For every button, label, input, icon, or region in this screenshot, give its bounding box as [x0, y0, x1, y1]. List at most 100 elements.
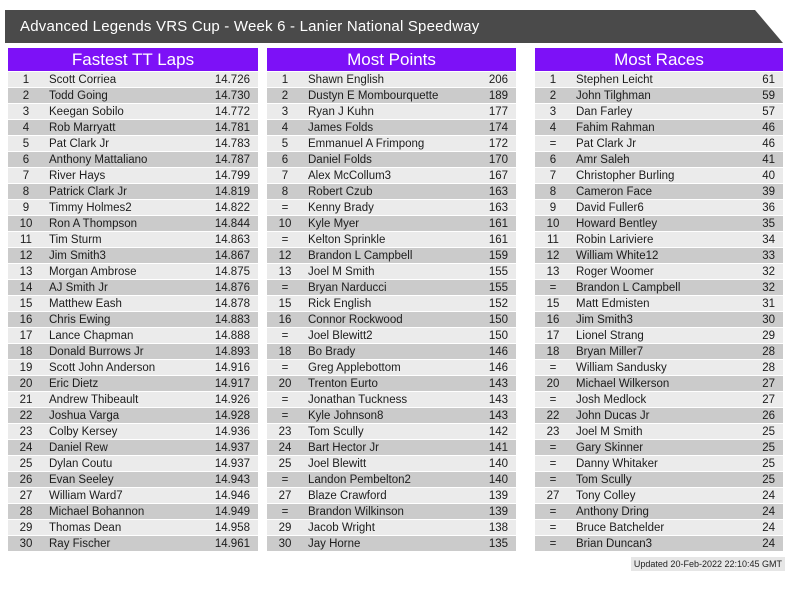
cell-value: 14.936 — [214, 425, 250, 438]
table-row: 12 Brandon L Campbell 159 — [267, 248, 516, 263]
cell-name: Brandon Wilkinson — [308, 505, 404, 518]
cell-name: Thomas Dean — [49, 521, 122, 534]
cell-name: Chris Ewing — [49, 313, 111, 326]
cell-value: 24 — [762, 537, 775, 550]
cell-value: 61 — [762, 73, 775, 86]
cell-value: 14.878 — [214, 297, 250, 310]
table-row: 8 Robert Czub 163 — [267, 184, 516, 199]
cell-name: Robert Czub — [308, 185, 373, 198]
cell-value: 24 — [762, 489, 775, 502]
cell-rank: 10 — [19, 217, 33, 230]
cell-rank: 13 — [19, 265, 33, 278]
cell-name: Evan Seeley — [49, 473, 114, 486]
table-row: 2 Todd Going 14.730 — [8, 88, 258, 103]
cell-rank: 22 — [19, 409, 33, 422]
table-row: 3 Dan Farley 57 — [535, 104, 783, 119]
cell-rank: 8 — [281, 185, 289, 198]
table-row: = Josh Medlock 27 — [535, 392, 783, 407]
table-row: = Joel Blewitt2 150 — [267, 328, 516, 343]
table-row: = Gary Skinner 25 — [535, 440, 783, 455]
cell-value: 170 — [488, 153, 508, 166]
cell-value: 14.943 — [214, 473, 250, 486]
cell-rank: 20 — [546, 377, 560, 390]
table-row: 25 Dylan Coutu 14.937 — [8, 456, 258, 471]
cell-value: 138 — [488, 521, 508, 534]
table-row: = Brandon Wilkinson 139 — [267, 504, 516, 519]
cell-name: James Folds — [308, 121, 374, 134]
cell-value: 32 — [762, 265, 775, 278]
cell-name: Kyle Johnson8 — [308, 409, 384, 422]
cell-value: 135 — [488, 537, 508, 550]
cell-rank: 9 — [549, 201, 557, 214]
cell-value: 140 — [488, 457, 508, 470]
cell-rank: 19 — [19, 361, 33, 374]
table-row: 22 John Ducas Jr 26 — [535, 408, 783, 423]
table-row: 6 Daniel Folds 170 — [267, 152, 516, 167]
cell-name: Michael Bohannon — [49, 505, 145, 518]
cell-value: 14.783 — [214, 137, 250, 150]
cell-value: 41 — [762, 153, 775, 166]
cell-name: Bo Brady — [308, 345, 356, 358]
cell-name: Ray Fischer — [49, 537, 111, 550]
cell-name: Rob Marryatt — [49, 121, 116, 134]
cell-value: 25 — [762, 425, 775, 438]
cell-value: 14.928 — [214, 409, 250, 422]
cell-value: 189 — [488, 89, 508, 102]
cell-name: Kenny Brady — [308, 201, 374, 214]
cell-name: Ryan J Kuhn — [308, 105, 374, 118]
cell-name: Alex McCollum3 — [308, 169, 392, 182]
cell-value: 14.893 — [214, 345, 250, 358]
cell-value: 161 — [488, 217, 508, 230]
cell-rank: 7 — [549, 169, 557, 182]
cell-rank: = — [549, 537, 557, 550]
cell-name: Ron A Thompson — [49, 217, 138, 230]
cell-name: Robin Lariviere — [576, 233, 654, 246]
cell-name: William White12 — [576, 249, 659, 262]
cell-name: Todd Going — [49, 89, 108, 102]
table-row: 20 Michael Wilkerson 27 — [535, 376, 783, 391]
cell-value: 59 — [762, 89, 775, 102]
cell-name: Dan Farley — [576, 105, 633, 118]
cell-rank: 3 — [22, 105, 30, 118]
cell-rank: 12 — [19, 249, 33, 262]
table-row: 23 Tom Scully 142 — [267, 424, 516, 439]
cell-rank: 7 — [281, 169, 289, 182]
cell-name: River Hays — [49, 169, 106, 182]
cell-name: Morgan Ambrose — [49, 265, 137, 278]
table-row: 24 Daniel Rew 14.937 — [8, 440, 258, 455]
cell-value: 36 — [762, 201, 775, 214]
cell-rank: = — [281, 409, 289, 422]
table-row: 13 Morgan Ambrose 14.875 — [8, 264, 258, 279]
cell-name: Jim Smith3 — [49, 249, 106, 262]
cell-rank: 6 — [22, 153, 30, 166]
table-row: 15 Matthew Eash 14.878 — [8, 296, 258, 311]
cell-rank: 3 — [549, 105, 557, 118]
cell-name: Tom Scully — [308, 425, 364, 438]
table-row: 3 Ryan J Kuhn 177 — [267, 104, 516, 119]
cell-value: 14.946 — [214, 489, 250, 502]
cell-value: 172 — [488, 137, 508, 150]
table-row: 26 Evan Seeley 14.943 — [8, 472, 258, 487]
cell-value: 25 — [762, 457, 775, 470]
table-row: 16 Chris Ewing 14.883 — [8, 312, 258, 327]
cell-value: 206 — [488, 73, 508, 86]
table-row: 27 William Ward7 14.946 — [8, 488, 258, 503]
cell-rank: 20 — [19, 377, 33, 390]
table-row: = Greg Applebottom 146 — [267, 360, 516, 375]
cell-name: Bart Hector Jr — [308, 441, 379, 454]
cell-value: 14.787 — [214, 153, 250, 166]
cell-rank: 12 — [278, 249, 292, 262]
cell-value: 14.863 — [214, 233, 250, 246]
cell-name: Dustyn E Mombourquette — [308, 89, 439, 102]
cell-rank: 10 — [278, 217, 292, 230]
cell-value: 57 — [762, 105, 775, 118]
cell-name: Daniel Folds — [308, 153, 372, 166]
cell-name: Brandon L Campbell — [576, 281, 681, 294]
cell-rank: 4 — [22, 121, 30, 134]
cell-rank: 23 — [19, 425, 33, 438]
cell-name: Kelton Sprinkle — [308, 233, 386, 246]
cell-value: 14.961 — [214, 537, 250, 550]
cell-rank: = — [549, 473, 557, 486]
cell-rank: 13 — [546, 265, 560, 278]
cell-rank: 1 — [549, 73, 557, 86]
